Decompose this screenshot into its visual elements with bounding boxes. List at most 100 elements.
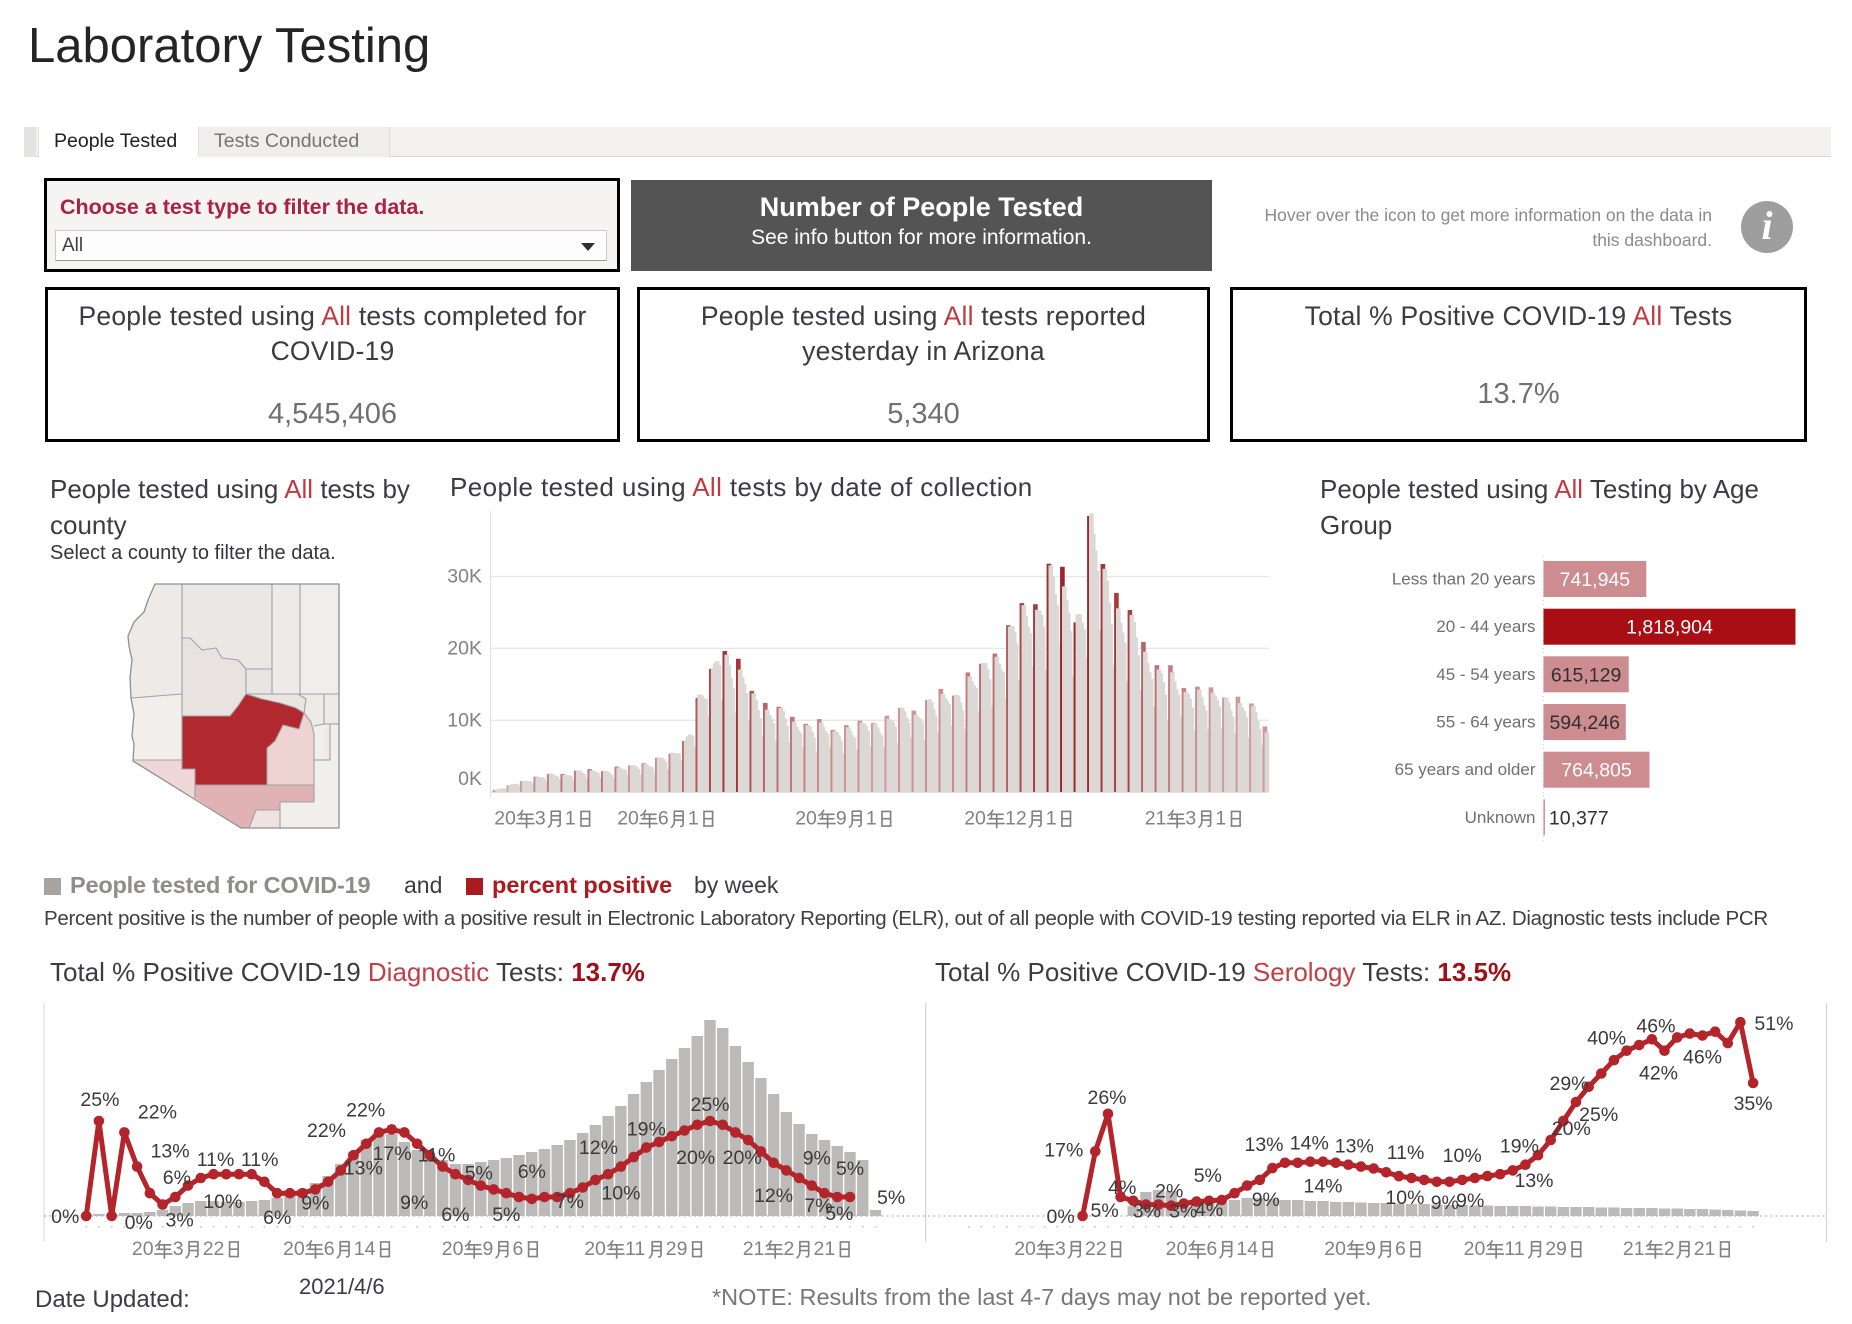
svg-text:9%: 9% <box>1431 1192 1459 1214</box>
svg-text:11%: 11% <box>1387 1142 1425 1164</box>
svg-text:6%: 6% <box>263 1207 291 1229</box>
svg-text:20: 20 <box>494 808 516 830</box>
svg-text:10,377: 10,377 <box>1549 807 1609 829</box>
svg-text:6: 6 <box>324 1238 335 1260</box>
svg-text:3: 3 <box>535 808 546 830</box>
svg-text:4%: 4% <box>1108 1177 1136 1199</box>
svg-text:14%: 14% <box>1290 1133 1329 1155</box>
svg-text:22%: 22% <box>346 1099 385 1121</box>
svg-text:21: 21 <box>1145 808 1167 830</box>
svg-text:12%: 12% <box>579 1137 618 1159</box>
svg-text:10K: 10K <box>447 709 482 731</box>
svg-text:7%: 7% <box>804 1195 832 1217</box>
svg-text:42%: 42% <box>1639 1063 1678 1085</box>
svg-text:25%: 25% <box>80 1089 119 1111</box>
svg-text:2: 2 <box>784 1238 795 1260</box>
svg-text:45 - 54 years: 45 - 54 years <box>1436 665 1535 684</box>
svg-text:3: 3 <box>173 1238 184 1260</box>
svg-text:11: 11 <box>1504 1238 1524 1260</box>
svg-text:35%: 35% <box>1734 1093 1773 1115</box>
svg-text:22%: 22% <box>138 1101 177 1123</box>
svg-text:10%: 10% <box>203 1191 242 1213</box>
svg-text:9%: 9% <box>803 1148 831 1170</box>
svg-text:3%: 3% <box>166 1210 194 1232</box>
svg-text:11%: 11% <box>241 1149 279 1171</box>
svg-text:1: 1 <box>688 808 699 830</box>
svg-text:20: 20 <box>1464 1238 1486 1260</box>
svg-text:3: 3 <box>1185 808 1196 830</box>
svg-text:51%: 51% <box>1754 1013 1793 1035</box>
svg-text:6: 6 <box>1395 1238 1406 1260</box>
svg-text:5%: 5% <box>1091 1200 1119 1222</box>
svg-text:3%: 3% <box>1133 1201 1161 1223</box>
svg-text:20: 20 <box>617 808 639 830</box>
svg-text:20%: 20% <box>676 1147 715 1169</box>
svg-text:10%: 10% <box>1385 1187 1424 1209</box>
svg-text:20 - 44 years: 20 - 44 years <box>1436 617 1535 636</box>
svg-text:21: 21 <box>1694 1238 1716 1260</box>
svg-text:615,129: 615,129 <box>1551 664 1622 686</box>
svg-text:9%: 9% <box>1252 1189 1280 1211</box>
svg-text:594,246: 594,246 <box>1549 712 1620 734</box>
svg-text:6%: 6% <box>518 1161 546 1183</box>
svg-text:19%: 19% <box>627 1119 666 1141</box>
svg-text:20: 20 <box>795 808 817 830</box>
svg-text:6%: 6% <box>163 1167 191 1189</box>
svg-text:20: 20 <box>1324 1238 1346 1260</box>
svg-text:20: 20 <box>1166 1238 1188 1260</box>
svg-text:764,805: 764,805 <box>1561 760 1632 782</box>
svg-text:26%: 26% <box>1087 1087 1126 1109</box>
svg-text:21: 21 <box>814 1238 836 1260</box>
svg-text:6: 6 <box>658 808 669 830</box>
svg-text:17%: 17% <box>373 1143 412 1165</box>
svg-text:21: 21 <box>1623 1238 1645 1260</box>
svg-text:22: 22 <box>203 1238 225 1260</box>
svg-text:20: 20 <box>283 1238 305 1260</box>
svg-text:0%: 0% <box>1047 1206 1075 1228</box>
svg-text:10%: 10% <box>1443 1145 1482 1167</box>
svg-text:14%: 14% <box>1303 1176 1342 1198</box>
svg-text:0%: 0% <box>51 1206 79 1228</box>
svg-text:9%: 9% <box>1456 1190 1484 1212</box>
svg-text:13%: 13% <box>1335 1136 1374 1158</box>
svg-text:29: 29 <box>666 1238 688 1260</box>
svg-text:20: 20 <box>584 1238 606 1260</box>
svg-text:29: 29 <box>1545 1238 1567 1260</box>
svg-text:20: 20 <box>964 808 986 830</box>
svg-text:20: 20 <box>442 1238 464 1260</box>
svg-text:0%: 0% <box>125 1212 153 1234</box>
svg-text:20K: 20K <box>447 637 482 659</box>
svg-text:55 - 64 years: 55 - 64 years <box>1436 713 1535 732</box>
svg-text:6: 6 <box>1206 1238 1217 1260</box>
svg-text:9: 9 <box>1365 1238 1376 1260</box>
svg-text:25%: 25% <box>1579 1104 1618 1126</box>
svg-text:20%: 20% <box>723 1147 762 1169</box>
svg-text:5%: 5% <box>1194 1165 1222 1187</box>
svg-text:29%: 29% <box>1549 1073 1588 1095</box>
svg-text:5%: 5% <box>465 1163 493 1185</box>
svg-text:40%: 40% <box>1587 1028 1626 1050</box>
svg-text:17%: 17% <box>1044 1139 1083 1161</box>
svg-text:11%: 11% <box>418 1145 456 1167</box>
svg-text:9%: 9% <box>400 1192 428 1214</box>
svg-text:25%: 25% <box>690 1094 729 1116</box>
svg-text:22: 22 <box>1085 1238 1107 1260</box>
svg-text:30K: 30K <box>447 566 482 588</box>
svg-text:3: 3 <box>1055 1238 1066 1260</box>
svg-text:46%: 46% <box>1683 1047 1722 1069</box>
svg-text:5%: 5% <box>825 1203 853 1225</box>
svg-text:1: 1 <box>565 808 576 830</box>
svg-text:20: 20 <box>132 1238 154 1260</box>
svg-text:9: 9 <box>836 808 847 830</box>
svg-text:1: 1 <box>1046 808 1057 830</box>
svg-text:4%: 4% <box>1195 1199 1223 1221</box>
svg-text:11%: 11% <box>197 1149 235 1171</box>
svg-text:9: 9 <box>483 1238 494 1260</box>
svg-text:2%: 2% <box>1155 1181 1183 1203</box>
svg-text:13%: 13% <box>344 1157 383 1179</box>
svg-text:5%: 5% <box>492 1204 520 1226</box>
svg-text:12: 12 <box>1005 808 1027 830</box>
svg-text:13%: 13% <box>1514 1170 1553 1192</box>
svg-text:13%: 13% <box>1244 1134 1283 1156</box>
svg-text:11: 11 <box>625 1238 645 1260</box>
